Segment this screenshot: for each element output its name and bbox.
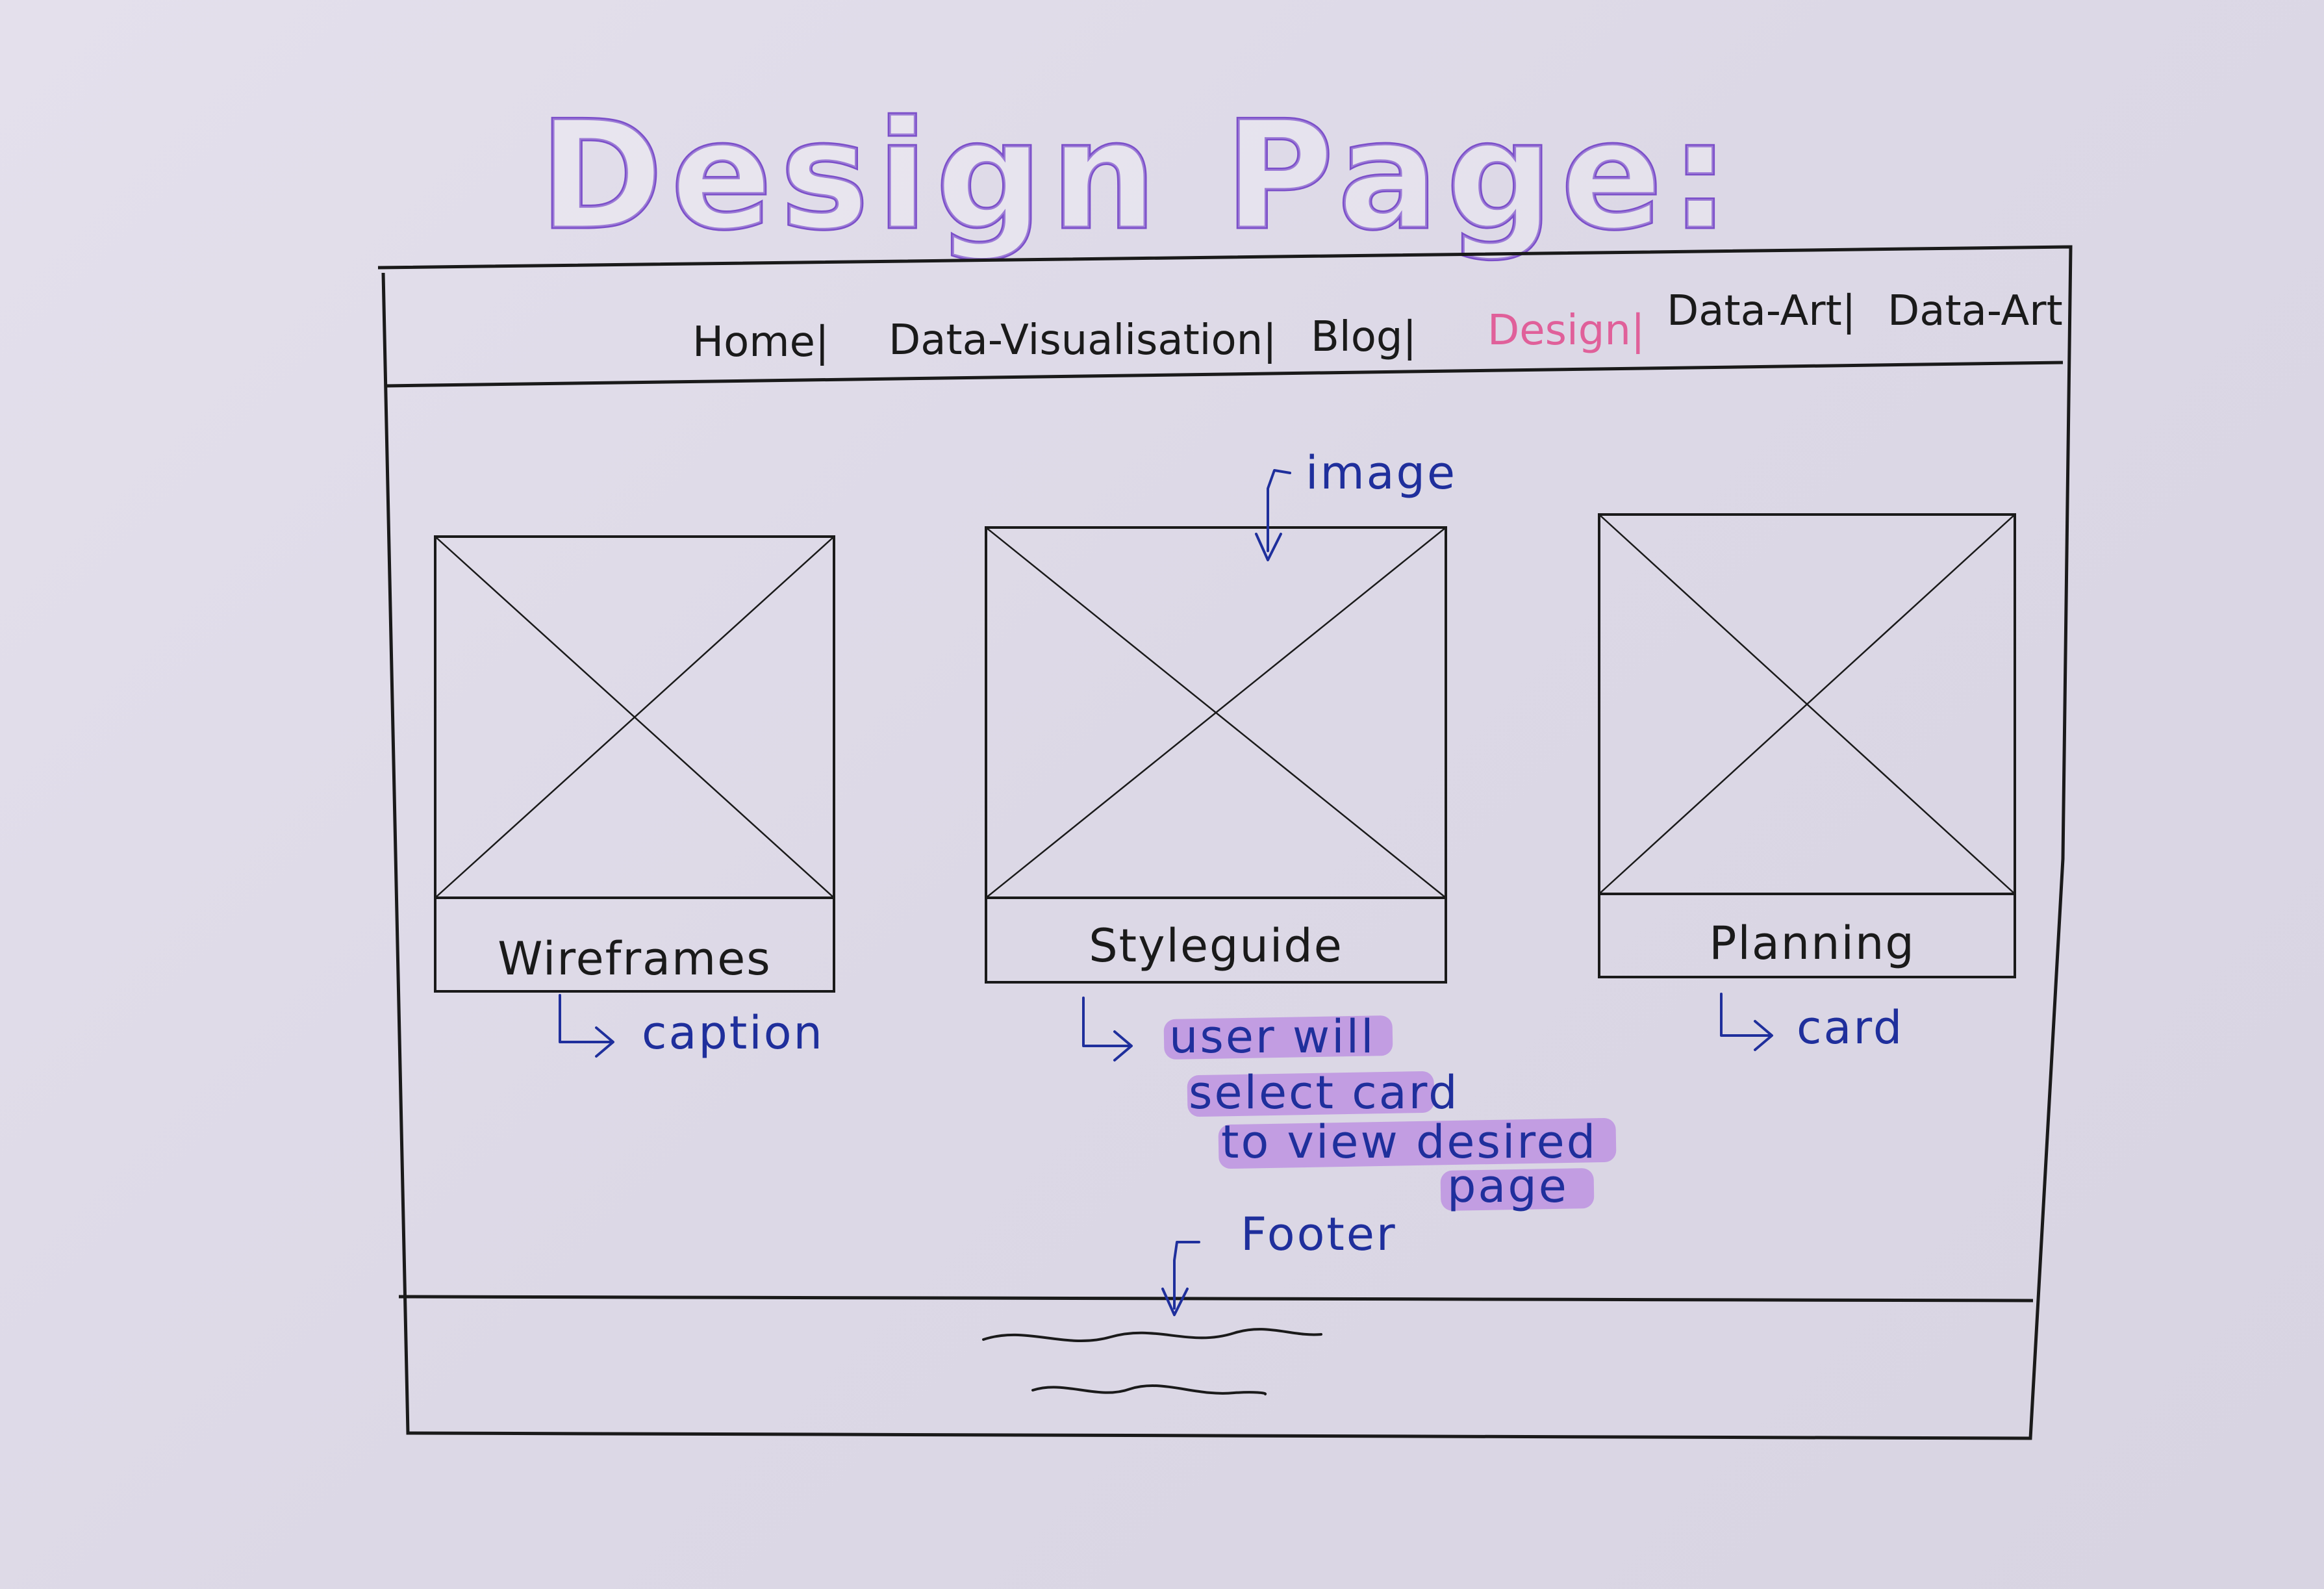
card-caption: Styleguide [1089, 919, 1343, 972]
page-frame [377, 245, 2073, 1440]
annotation-note-line: page [1447, 1160, 1569, 1213]
annotation-note-line: select card [1189, 1066, 1459, 1119]
nav-item-data-visualisation[interactable]: Data-Visualisation| [889, 316, 1277, 364]
image-placeholder [435, 536, 835, 898]
footer-placeholder-text [982, 1328, 1322, 1395]
footer-squiggle [982, 1328, 1322, 1342]
footer-squiggle [1031, 1384, 1267, 1395]
header-divider [385, 361, 2064, 388]
nav-item-data-art-1[interactable]: Data-Art| [1667, 287, 1856, 335]
card-caption: Planning [1709, 917, 1915, 970]
nav-bar: Home| Data-Visualisation| Blog| Design| … [692, 287, 2063, 366]
card-styleguide[interactable]: Styleguide [985, 526, 1447, 984]
annotation-select-card-note: user will select card to view desired pa… [1082, 997, 1617, 1213]
image-placeholder [985, 527, 1446, 898]
card-wireframes[interactable]: Wireframes [434, 535, 835, 993]
nav-item-home[interactable]: Home| [692, 318, 829, 366]
nav-item-data-art-2[interactable]: Data-Art [1888, 287, 2063, 335]
card-frame [434, 535, 835, 993]
annotation-label-footer: Footer [1241, 1208, 1397, 1261]
arrow-right-icon [1082, 997, 1133, 1061]
card-frame [985, 526, 1447, 984]
arrow-down-icon [1255, 469, 1291, 561]
annotation-image: image [1255, 446, 1457, 561]
image-placeholder [1598, 514, 2015, 895]
annotation-label-image: image [1306, 446, 1457, 500]
annotation-card: card [1720, 993, 1904, 1054]
page-title: Design Page: [539, 90, 1737, 263]
arrow-down-icon [1161, 1241, 1200, 1316]
annotation-note-line: user will [1169, 1010, 1376, 1063]
card-caption: Wireframes [498, 932, 771, 985]
annotation-note-line: to view desired [1221, 1115, 1597, 1169]
card-planning[interactable]: Planning [1598, 513, 2016, 978]
annotation-label-caption: caption [642, 1006, 824, 1060]
nav-item-blog[interactable]: Blog| [1311, 313, 1417, 361]
annotation-caption: caption [559, 994, 824, 1060]
card-frame [1598, 513, 2016, 978]
footer-divider [398, 1295, 2034, 1303]
arrow-right-icon [1720, 993, 1773, 1051]
nav-item-design[interactable]: Design| [1487, 307, 1645, 355]
annotation-label-card: card [1797, 1001, 1904, 1054]
annotation-footer: Footer [1161, 1208, 1397, 1316]
arrow-right-icon [559, 994, 614, 1058]
